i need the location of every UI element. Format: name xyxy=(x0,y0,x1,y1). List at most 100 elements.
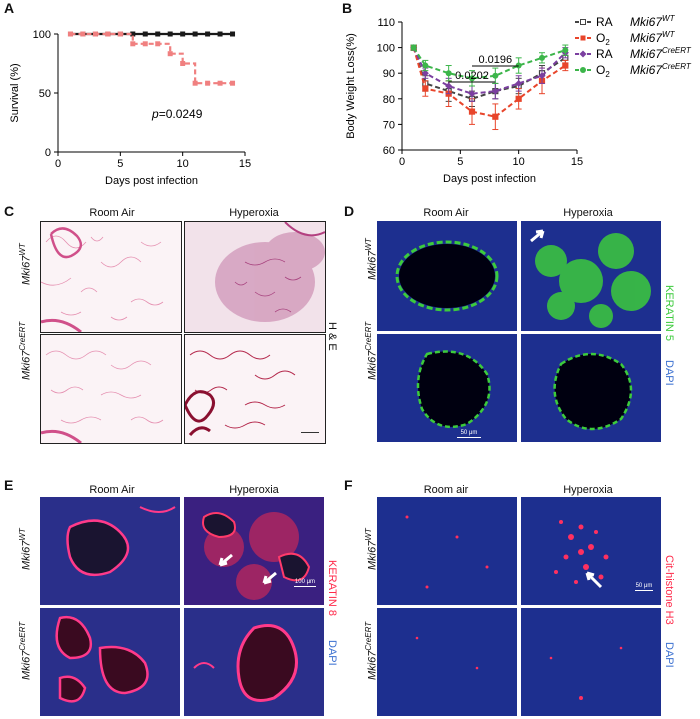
panel-f-col-hyperoxia: Hyperoxia xyxy=(563,484,613,496)
survival-point xyxy=(230,31,236,37)
survival-point xyxy=(205,31,211,37)
weight-x-tick-label: 5 xyxy=(457,156,463,168)
weight-x-axis-label: Days post infection xyxy=(443,173,536,185)
panel-c-stain-label: H & E xyxy=(326,322,338,351)
cit-image-creert-hyperoxia xyxy=(521,608,661,716)
weight-y-tick-label: 80 xyxy=(383,94,395,106)
survival-point xyxy=(167,51,173,57)
weight-point xyxy=(562,47,569,54)
survival-y-axis-label: Survival (%) xyxy=(9,63,21,122)
weight-point xyxy=(492,113,499,120)
weight-point xyxy=(410,44,417,51)
weight-point xyxy=(422,85,429,92)
he-image-creert-room-air xyxy=(40,334,182,444)
k8-image-wt-hyperoxia: 100 μm xyxy=(184,497,324,605)
panel-c-row-wt: Mki67WT xyxy=(18,243,33,285)
weight-y-tick-label: 110 xyxy=(377,17,395,29)
survival-y-tick-label: 100 xyxy=(33,29,51,41)
weight-point xyxy=(445,70,452,77)
k5-image-creert-hyperoxia xyxy=(521,334,661,442)
panel-e-stain-keratin8: KERATIN 8 xyxy=(326,560,338,617)
panel-f-stain-cit-h3: Cit-histone H3 xyxy=(663,555,675,625)
survival-point xyxy=(105,31,111,37)
weight-series-line xyxy=(412,47,566,118)
panel-label-b: B xyxy=(342,0,353,16)
weight-point xyxy=(515,79,523,87)
survival-x-tick-label: 5 xyxy=(117,158,123,170)
panel-label-a: A xyxy=(4,0,15,16)
k8-image-wt-room-air xyxy=(40,497,180,605)
panel-c-row-creert: Mki67CreERT xyxy=(18,321,33,380)
survival-point xyxy=(217,31,223,37)
survival-point xyxy=(192,80,198,86)
survival-point xyxy=(192,31,198,37)
panel-d-col-room-air: Room Air xyxy=(423,207,469,219)
survival-y-tick-label: 50 xyxy=(39,88,51,100)
weight-legend-marker xyxy=(580,35,586,41)
weight-legend-label: O2 Mki67WT xyxy=(596,30,676,47)
survival-point xyxy=(130,31,136,37)
k5-image-wt-hyperoxia xyxy=(521,221,661,331)
weight-legend-label: RA Mki67CreERT xyxy=(596,46,692,61)
weight-y-tick-label: 100 xyxy=(377,43,395,55)
panel-e-col-room-air: Room Air xyxy=(89,484,135,496)
cit-image-creert-room-air xyxy=(377,608,517,716)
survival-x-tick-label: 0 xyxy=(55,158,61,170)
weight-x-tick-label: 10 xyxy=(513,156,525,168)
weight-legend-label: RA Mki67WT xyxy=(596,14,676,29)
k5-image-creert-room-air: 50 μm xyxy=(377,334,517,442)
panel-d-col-hyperoxia: Hyperoxia xyxy=(563,207,613,219)
he-scale-bar xyxy=(301,432,319,433)
k5-image-wt-room-air xyxy=(377,221,517,331)
panel-label-e: E xyxy=(4,477,14,493)
weight-legend-marker xyxy=(580,67,586,73)
k5-scale-bar: 50 μm xyxy=(457,430,481,438)
panel-d-stain-dapi: DAPI xyxy=(663,360,675,386)
panel-e-col-hyperoxia: Hyperoxia xyxy=(229,484,279,496)
survival-chart: 0 5 10 15 0 50 100 Days post infection Survival … xyxy=(9,29,251,187)
survival-point xyxy=(230,80,236,86)
survival-point xyxy=(217,80,223,86)
survival-x-axis-label: Days post infection xyxy=(105,175,198,187)
k8-image-creert-room-air xyxy=(40,608,180,716)
he-image-wt-hyperoxia xyxy=(184,221,326,333)
k8-image-creert-hyperoxia xyxy=(184,608,324,716)
panel-e-row-creert: Mki67CreERT xyxy=(18,621,33,680)
cit-image-wt-room-air xyxy=(377,497,517,605)
weight-point xyxy=(491,87,499,95)
weight-point xyxy=(469,75,475,82)
weight-y-axis-label: Body Weight Loss(%) xyxy=(345,33,357,139)
weight-legend-label: O2 Mki67CreERT xyxy=(596,62,692,79)
k8-scale-bar: 100 μm xyxy=(294,579,316,587)
survival-point xyxy=(142,41,148,47)
survival-point xyxy=(92,31,98,37)
weight-point xyxy=(562,62,569,69)
weight-point xyxy=(468,90,476,98)
survival-point xyxy=(130,41,136,47)
panel-c-col-room-air: Room Air xyxy=(89,207,135,219)
weight-point xyxy=(515,95,522,102)
panel-label-f: F xyxy=(344,477,353,493)
weight-x-tick-label: 15 xyxy=(571,156,583,168)
cit-image-wt-hyperoxia: 50 μm xyxy=(521,497,661,605)
survival-point xyxy=(142,31,148,37)
panel-e-row-wt: Mki67WT xyxy=(18,528,33,570)
weight-point xyxy=(492,72,499,79)
weight-x-tick-label: 0 xyxy=(399,156,405,168)
survival-series-line xyxy=(70,32,233,85)
cit-scale-bar: 50 μm xyxy=(635,583,653,591)
weight-pvalue: 0.0202 xyxy=(455,70,489,82)
panel-label-c: C xyxy=(4,203,15,219)
weight-legend-marker xyxy=(580,19,586,25)
weight-y-tick-label: 70 xyxy=(383,119,395,131)
weight-series-line xyxy=(412,47,566,100)
weight-point xyxy=(468,108,476,115)
survival-y-tick-label: 0 xyxy=(45,147,51,159)
weight-series-line xyxy=(412,47,566,80)
body-weight-chart: 0 5 10 15 60 70 80 90 100 110 Days post infection B… xyxy=(345,14,692,185)
survival-x-tick-label: 10 xyxy=(177,158,189,170)
panel-f-stain-dapi: DAPI xyxy=(663,642,675,668)
weight-point xyxy=(421,69,429,77)
survival-point xyxy=(155,41,161,47)
survival-point xyxy=(167,31,173,37)
